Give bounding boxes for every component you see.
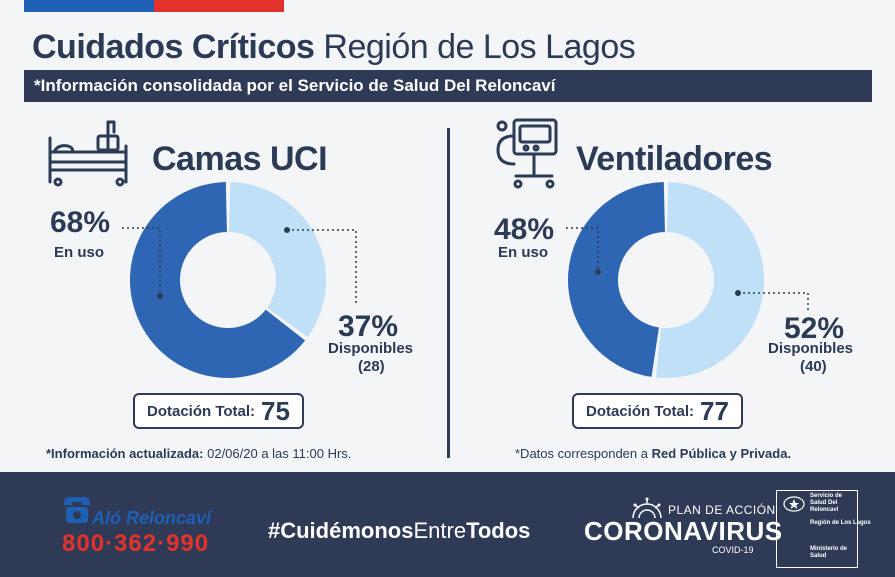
pct-en-uso-camas: 68% (50, 206, 111, 239)
leader-dot-en-uso-ventiladores (595, 269, 601, 275)
gov-region: Región de Los Lagos (810, 520, 871, 526)
label-disponibles-ventiladores: Disponibles (768, 340, 854, 357)
hashtag-part-1: #Cuidémonos (268, 518, 414, 543)
total-value-camas: 75 (261, 395, 290, 426)
pct-disponibles-ventiladores: 52% (784, 312, 845, 345)
label-en-uso-camas: En uso (54, 244, 105, 261)
total-value-ventiladores: 77 (700, 395, 729, 426)
hashtag: #CuidémonosEntreTodos (268, 518, 530, 544)
label-en-uso-ventiladores: En uso (498, 244, 549, 261)
total-label-ventiladores: Dotación Total: (586, 402, 695, 420)
alo-reloncavi-name: Aló Reloncaví (92, 508, 212, 528)
government-logo-box (776, 490, 858, 568)
donut-chart-ventiladores (567, 182, 765, 379)
gov-service-line-2: Salud Del (810, 500, 838, 506)
chart-title-ventiladores: Ventiladores (576, 140, 773, 178)
count-disponibles-camas: (28) (358, 358, 385, 375)
leader-dot-disponibles-ventiladores (735, 290, 741, 296)
page-title: Cuidados Críticos Región de Los Lagos (32, 28, 636, 67)
donut-slice-en-uso-ventiladores (567, 182, 665, 377)
total-box-ventiladores: Dotación Total: 77 (572, 393, 743, 429)
covid-label: COVID-19 (712, 545, 754, 555)
gov-ministry-line-2: Salud (810, 553, 827, 559)
ventilator-icon (496, 118, 558, 189)
label-disponibles-camas: Disponibles (328, 340, 414, 357)
note-datos: *Datos corresponden a Red Pública y Priv… (515, 446, 791, 461)
chart-title-camas: Camas UCI (152, 140, 328, 178)
title-bold: Cuidados Críticos (32, 28, 315, 66)
panel-divider (447, 128, 450, 458)
phone-icon (64, 497, 90, 523)
flag-blue-segment (24, 0, 154, 12)
footer-bar (0, 472, 895, 577)
donut-slice-en-uso-camas-uci (130, 182, 306, 378)
note-actualizada: *Información actualizada: 02/06/20 a las… (46, 446, 351, 461)
hashtag-part-3: Todos (466, 518, 531, 543)
virus-icon (632, 497, 662, 519)
note-datos-prefix: *Datos corresponden a (515, 446, 648, 461)
count-disponibles-ventiladores: (40) (800, 358, 827, 375)
leader-dot-en-uso-camas (157, 293, 163, 299)
donut-slice-disponibles-camas-uci (229, 182, 326, 338)
subtitle-bar: *Información consolidada por el Servicio… (24, 70, 872, 102)
gov-service-line-1: Servicio de (810, 493, 843, 499)
note-datos-bold: Red Pública y Privada. (651, 446, 792, 461)
donut-slice-disponibles-ventiladores (655, 182, 765, 379)
alo-reloncavi-phone: 800·362·990 (62, 530, 210, 557)
note-actualizada-value: 02/06/20 a las 11:00 Hrs. (207, 446, 352, 461)
pct-en-uso-ventiladores: 48% (494, 213, 555, 246)
flag-bar (24, 0, 284, 12)
coronavirus-label: CORONAVIRUS (584, 516, 783, 546)
flag-red-segment (154, 0, 284, 12)
donut-chart-camas (130, 182, 326, 378)
hospital-bed-icon (48, 120, 128, 187)
total-label-camas: Dotación Total: (147, 402, 256, 420)
note-actualizada-label: *Información actualizada: (46, 446, 204, 461)
leader-en-uso-ventiladores (566, 227, 599, 272)
total-box-camas: Dotación Total: 75 (133, 393, 304, 429)
title-light: Región de Los Lagos (323, 28, 636, 66)
leader-disponibles-ventiladores (738, 292, 809, 312)
leader-dot-disponibles-camas (284, 227, 290, 233)
plan-de-accion: PLAN DE ACCIÓN (668, 503, 776, 517)
pct-disponibles-camas: 37% (338, 310, 399, 343)
gov-ministry-line-1: Ministerio de (810, 546, 848, 552)
gov-service-line-3: Reloncaví (810, 507, 839, 513)
government-emblem-icon (783, 496, 805, 512)
hashtag-part-2: Entre (413, 518, 467, 543)
